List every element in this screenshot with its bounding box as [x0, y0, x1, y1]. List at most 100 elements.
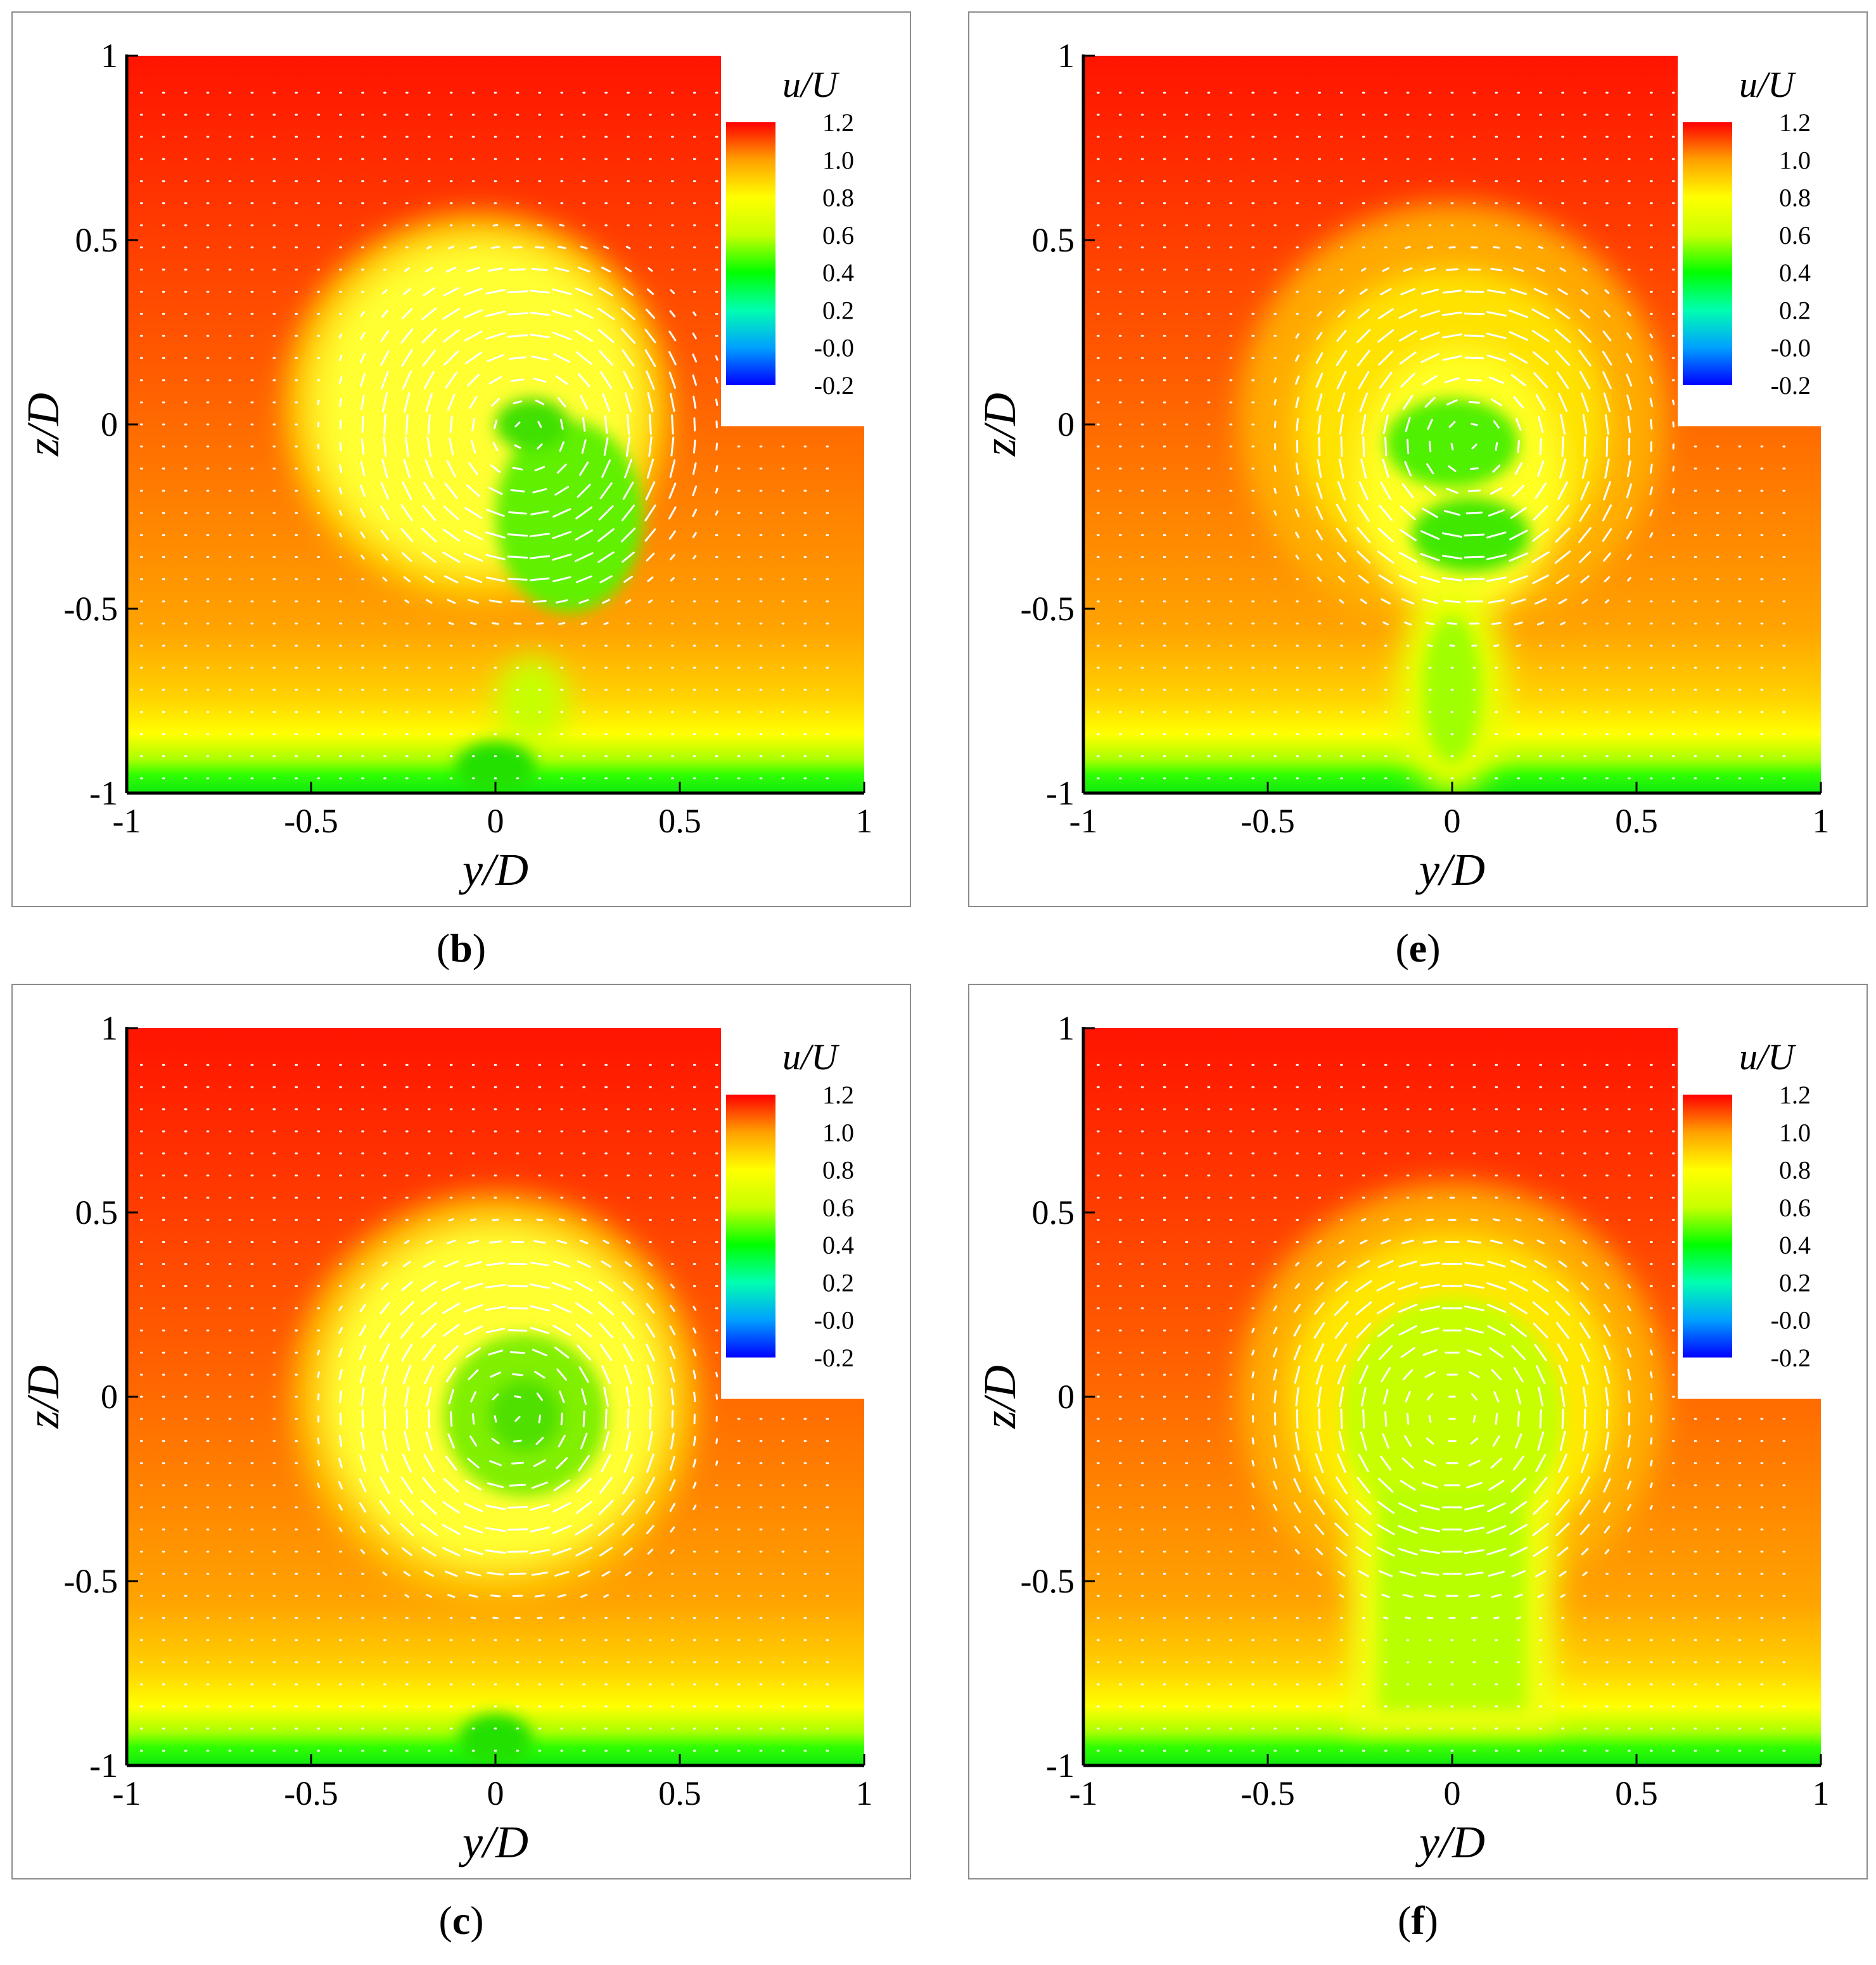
vector-arrow [507, 1550, 528, 1553]
vector-arrow [1381, 598, 1391, 605]
vector-arrow [532, 488, 547, 493]
vector-arrow [580, 395, 589, 410]
vector-arrow [1356, 1499, 1372, 1515]
vector-arrow [1316, 482, 1323, 499]
vector-arrow [1604, 310, 1611, 317]
vector-arrow [1513, 1367, 1524, 1383]
vector-arrow [1486, 1282, 1507, 1290]
vector-arrow [514, 444, 521, 449]
colorbar-tick-label: 0.6 [1779, 221, 1811, 250]
panel-label-f: (f) [1398, 1898, 1438, 1943]
vector-arrow [1537, 1593, 1544, 1598]
vector-arrow [597, 528, 615, 542]
vector-arrow [317, 1349, 321, 1356]
vector-arrow [1471, 1393, 1478, 1401]
vector-arrow [603, 245, 609, 250]
vector-arrow [579, 1239, 589, 1245]
vector-arrow [1338, 1240, 1344, 1244]
y-tick-label: 0.5 [1032, 1193, 1075, 1231]
vector-arrow [423, 481, 435, 500]
vector-arrow [485, 1527, 506, 1532]
vector-arrow [529, 533, 550, 538]
vector-arrow [1515, 1616, 1521, 1620]
vector-arrow [1487, 1502, 1506, 1513]
vector-arrow [507, 1528, 528, 1531]
vector-arrow [424, 1365, 435, 1384]
vector-arrow [1579, 371, 1591, 390]
vector-arrow [490, 246, 501, 249]
vector-arrow [620, 527, 636, 543]
vector-arrow [1515, 1218, 1522, 1222]
vector-arrow [1538, 246, 1543, 250]
vector-arrow [421, 528, 437, 543]
vector-arrow [1405, 416, 1411, 433]
vector-arrow [1532, 1301, 1549, 1316]
vector-arrow [1295, 397, 1299, 408]
vector-arrow [1537, 1431, 1545, 1451]
vector-arrow [625, 1240, 631, 1244]
vector-arrow [338, 1347, 343, 1358]
vector-arrow [1295, 462, 1299, 475]
vector-arrow [402, 1364, 412, 1385]
vector-arrow [403, 576, 411, 583]
vector-arrow [624, 392, 632, 412]
vector-arrow [1650, 1393, 1653, 1401]
vector-arrow [361, 416, 364, 433]
vector-arrow [1381, 393, 1391, 412]
vector-arrow [338, 487, 343, 495]
vector-arrow [494, 1415, 497, 1423]
vector-arrow [492, 224, 499, 227]
vector-arrow [1602, 371, 1612, 390]
vector-arrow [644, 504, 656, 521]
vector-arrow [507, 533, 528, 537]
vector-arrow [1420, 1261, 1440, 1267]
vector-arrow [1401, 1239, 1415, 1245]
vector-arrow [1488, 1480, 1505, 1491]
vector-arrow [1495, 442, 1498, 451]
vector-arrow [646, 552, 655, 562]
vector-arrow [464, 575, 482, 583]
vector-arrow [1514, 621, 1523, 626]
vector-arrow [557, 246, 566, 250]
vector-arrow [1313, 1322, 1325, 1339]
vector-arrow [1403, 267, 1413, 272]
vector-arrow [359, 1366, 366, 1383]
vector-arrow [625, 267, 632, 272]
vector-arrow [1511, 1570, 1526, 1577]
vector-arrow [1420, 1572, 1439, 1576]
vector-arrow [602, 599, 610, 604]
vector-arrow [360, 1283, 366, 1289]
vector-arrow [1318, 436, 1321, 457]
vector-arrow [537, 421, 542, 428]
vector-arrow [1251, 1482, 1255, 1489]
vector-arrow [1557, 1546, 1569, 1556]
vector-arrow [1559, 267, 1566, 272]
vector-arrow [381, 1282, 389, 1290]
vector-arrow [507, 556, 528, 559]
vector-arrow [1560, 414, 1566, 435]
vector-arrow [1444, 377, 1460, 383]
vector-arrow [537, 443, 543, 450]
vector-arrow [1626, 311, 1631, 317]
vector-arrow [401, 349, 413, 367]
vector-arrow [1420, 310, 1440, 318]
vector-arrow [422, 1477, 437, 1494]
vector-arrow [1359, 288, 1368, 295]
vector-arrow [1315, 506, 1324, 520]
vector-arrow [574, 552, 594, 563]
vector-arrow [361, 1409, 364, 1429]
colorbar-tick-label: 0.8 [822, 1156, 854, 1185]
colorbar-tick-label: -0.2 [1771, 1344, 1811, 1372]
vector-arrow [1649, 376, 1654, 385]
vector-arrow [644, 349, 656, 367]
vector-arrow [1554, 550, 1571, 564]
vector-arrow [402, 552, 412, 563]
vector-arrow [1465, 600, 1483, 603]
vector-arrow [1603, 1478, 1611, 1493]
vector-arrow [488, 376, 502, 385]
vector-arrow [535, 399, 545, 405]
vector-arrow [507, 1307, 528, 1310]
vector-arrow [490, 464, 501, 473]
vector-arrow [1420, 575, 1440, 583]
vector-arrow [467, 1458, 480, 1469]
